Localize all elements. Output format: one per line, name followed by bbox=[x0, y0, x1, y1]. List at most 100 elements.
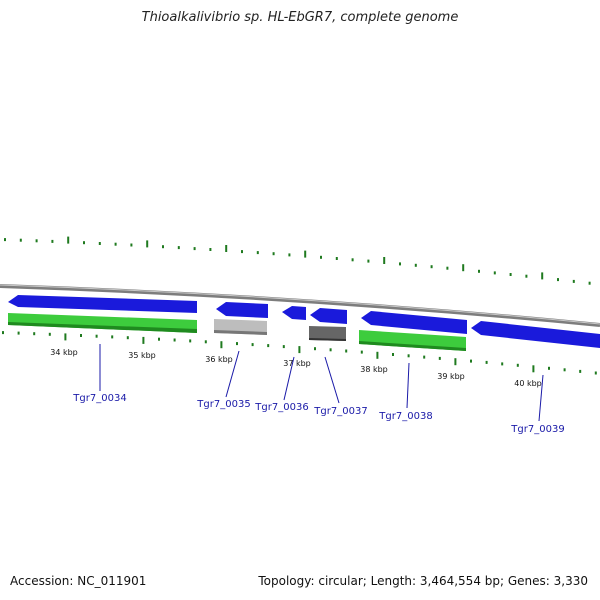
genome-summary-text: Topology: circular; Length: 3,464,554 bp… bbox=[258, 574, 588, 588]
lower-minor-tick bbox=[392, 353, 394, 356]
lower-minor-tick bbox=[173, 338, 176, 342]
lower-tick-row bbox=[2, 331, 597, 375]
accession-text: Accession: NC_011901 bbox=[10, 574, 147, 588]
gene-label-tgr7-0035[interactable]: Tgr7_0035 bbox=[196, 399, 250, 410]
lower-major-tick bbox=[64, 333, 67, 341]
upper-minor-tick bbox=[367, 259, 370, 263]
lower-minor-tick bbox=[17, 331, 20, 335]
upper-minor-tick bbox=[288, 253, 291, 257]
lower-minor-tick bbox=[563, 368, 566, 372]
lower-minor-tick bbox=[282, 345, 285, 349]
upper-minor-tick bbox=[256, 251, 259, 255]
lower-minor-tick bbox=[48, 332, 51, 336]
upper-minor-tick bbox=[525, 274, 528, 278]
lower-minor-tick bbox=[189, 339, 192, 343]
upper-minor-tick bbox=[351, 258, 354, 262]
lower-major-tick bbox=[142, 336, 145, 344]
upper-minor-tick bbox=[83, 241, 85, 245]
gene-leader-line bbox=[283, 356, 295, 401]
gene-arrow-tgr7-0035[interactable] bbox=[216, 302, 268, 318]
lower-major-tick bbox=[532, 365, 535, 373]
gene-arrow-tgr7-0039[interactable] bbox=[471, 321, 600, 348]
kbp-scale-label: 37 kbp bbox=[283, 359, 311, 368]
upper-minor-tick bbox=[493, 271, 496, 275]
kbp-scale-label: 36 kbp bbox=[205, 355, 233, 364]
upper-minor-tick bbox=[177, 246, 180, 250]
upper-minor-tick bbox=[35, 239, 38, 243]
upper-major-tick bbox=[304, 250, 307, 258]
upper-minor-tick bbox=[114, 242, 117, 246]
lower-minor-tick bbox=[251, 343, 254, 347]
upper-minor-tick bbox=[193, 247, 196, 251]
upper-minor-tick bbox=[320, 255, 322, 259]
upper-minor-tick bbox=[572, 279, 575, 283]
lower-minor-tick bbox=[594, 371, 597, 375]
gene-labels: Tgr7_0034 Tgr7_0035 Tgr7_0036 Tgr7_0037 Tgr7… bbox=[72, 344, 565, 435]
lower-minor-tick bbox=[111, 335, 114, 339]
lower-major-tick bbox=[298, 346, 301, 354]
upper-minor-tick bbox=[478, 269, 480, 273]
lower-minor-tick bbox=[407, 354, 410, 358]
lower-minor-tick bbox=[329, 348, 332, 352]
lower-minor-tick bbox=[485, 360, 488, 364]
lower-minor-tick bbox=[516, 363, 519, 367]
feature-bar-tgr7-0035-shade bbox=[214, 330, 267, 335]
upper-minor-tick bbox=[241, 250, 243, 254]
lower-minor-tick bbox=[438, 356, 441, 360]
lower-minor-tick bbox=[80, 334, 82, 337]
lower-minor-tick bbox=[158, 337, 160, 341]
lower-minor-tick bbox=[2, 331, 4, 335]
lower-minor-tick bbox=[267, 344, 270, 348]
gene-arrow-tgr7-0036[interactable] bbox=[282, 306, 306, 320]
kbp-scale-label: 34 kbp bbox=[50, 348, 78, 357]
gene-label-tgr7-0038[interactable]: Tgr7_0038 bbox=[378, 411, 432, 422]
upper-minor-tick bbox=[430, 265, 433, 269]
lower-minor-tick bbox=[33, 332, 36, 336]
upper-minor-tick bbox=[209, 248, 212, 251]
upper-minor-tick bbox=[98, 242, 101, 245]
lower-major-tick bbox=[376, 351, 379, 359]
upper-minor-tick bbox=[335, 257, 338, 260]
feature-bar-tgr7-0037-shade bbox=[309, 338, 346, 341]
upper-minor-tick bbox=[557, 278, 559, 282]
gene-arrow-tgr7-0034[interactable] bbox=[8, 295, 197, 313]
kbp-scale-label: 35 kbp bbox=[128, 351, 156, 360]
upper-tick-row bbox=[4, 236, 591, 285]
upper-minor-tick bbox=[51, 239, 54, 243]
upper-major-tick bbox=[383, 257, 386, 264]
kbp-scale-label: 38 kbp bbox=[360, 365, 388, 374]
genome-backbone bbox=[0, 284, 600, 327]
gene-arrow-tgr7-0037[interactable] bbox=[310, 308, 347, 324]
upper-minor-tick bbox=[446, 266, 449, 270]
kbp-scale-label: 39 kbp bbox=[437, 372, 465, 381]
feature-bar-tgr7-0037[interactable] bbox=[309, 326, 346, 341]
upper-major-tick bbox=[541, 272, 544, 280]
upper-major-tick bbox=[146, 240, 149, 248]
gene-label-tgr7-0034[interactable]: Tgr7_0034 bbox=[72, 393, 126, 404]
genome-title: Thioalkalivibrio sp. HL-EbGR7, complete … bbox=[141, 10, 459, 25]
lower-minor-tick bbox=[314, 347, 316, 351]
feature-bar-tgr7-0038-shade bbox=[359, 341, 466, 351]
gene-leader-line bbox=[324, 356, 340, 404]
lower-minor-tick bbox=[470, 359, 472, 363]
upper-major-tick bbox=[462, 264, 465, 272]
lower-major-tick bbox=[454, 358, 457, 366]
upper-major-tick bbox=[67, 236, 70, 244]
gene-arrow-tgr7-0038[interactable] bbox=[361, 311, 467, 334]
gene-label-tgr7-0036[interactable]: Tgr7_0036 bbox=[254, 402, 308, 413]
lower-minor-tick bbox=[95, 334, 98, 338]
lower-minor-tick bbox=[501, 362, 504, 366]
lower-minor-tick bbox=[548, 366, 550, 370]
upper-minor-tick bbox=[399, 262, 401, 266]
upper-minor-tick bbox=[130, 243, 133, 247]
lower-minor-tick bbox=[345, 349, 348, 353]
gene-label-tgr7-0037[interactable]: Tgr7_0037 bbox=[313, 406, 367, 417]
lower-minor-tick bbox=[236, 342, 238, 346]
gene-leader-line bbox=[406, 362, 410, 409]
gene-leader-line bbox=[538, 374, 544, 422]
feature-bar-tgr7-0034-shade bbox=[8, 322, 197, 333]
upper-minor-tick bbox=[509, 273, 512, 276]
upper-minor-tick bbox=[272, 252, 275, 256]
gene-label-tgr7-0039[interactable]: Tgr7_0039 bbox=[510, 424, 564, 435]
